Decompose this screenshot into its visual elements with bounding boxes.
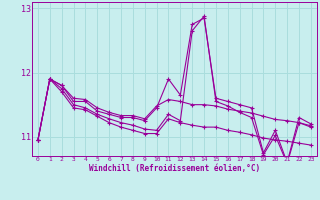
X-axis label: Windchill (Refroidissement éolien,°C): Windchill (Refroidissement éolien,°C) [89, 164, 260, 173]
